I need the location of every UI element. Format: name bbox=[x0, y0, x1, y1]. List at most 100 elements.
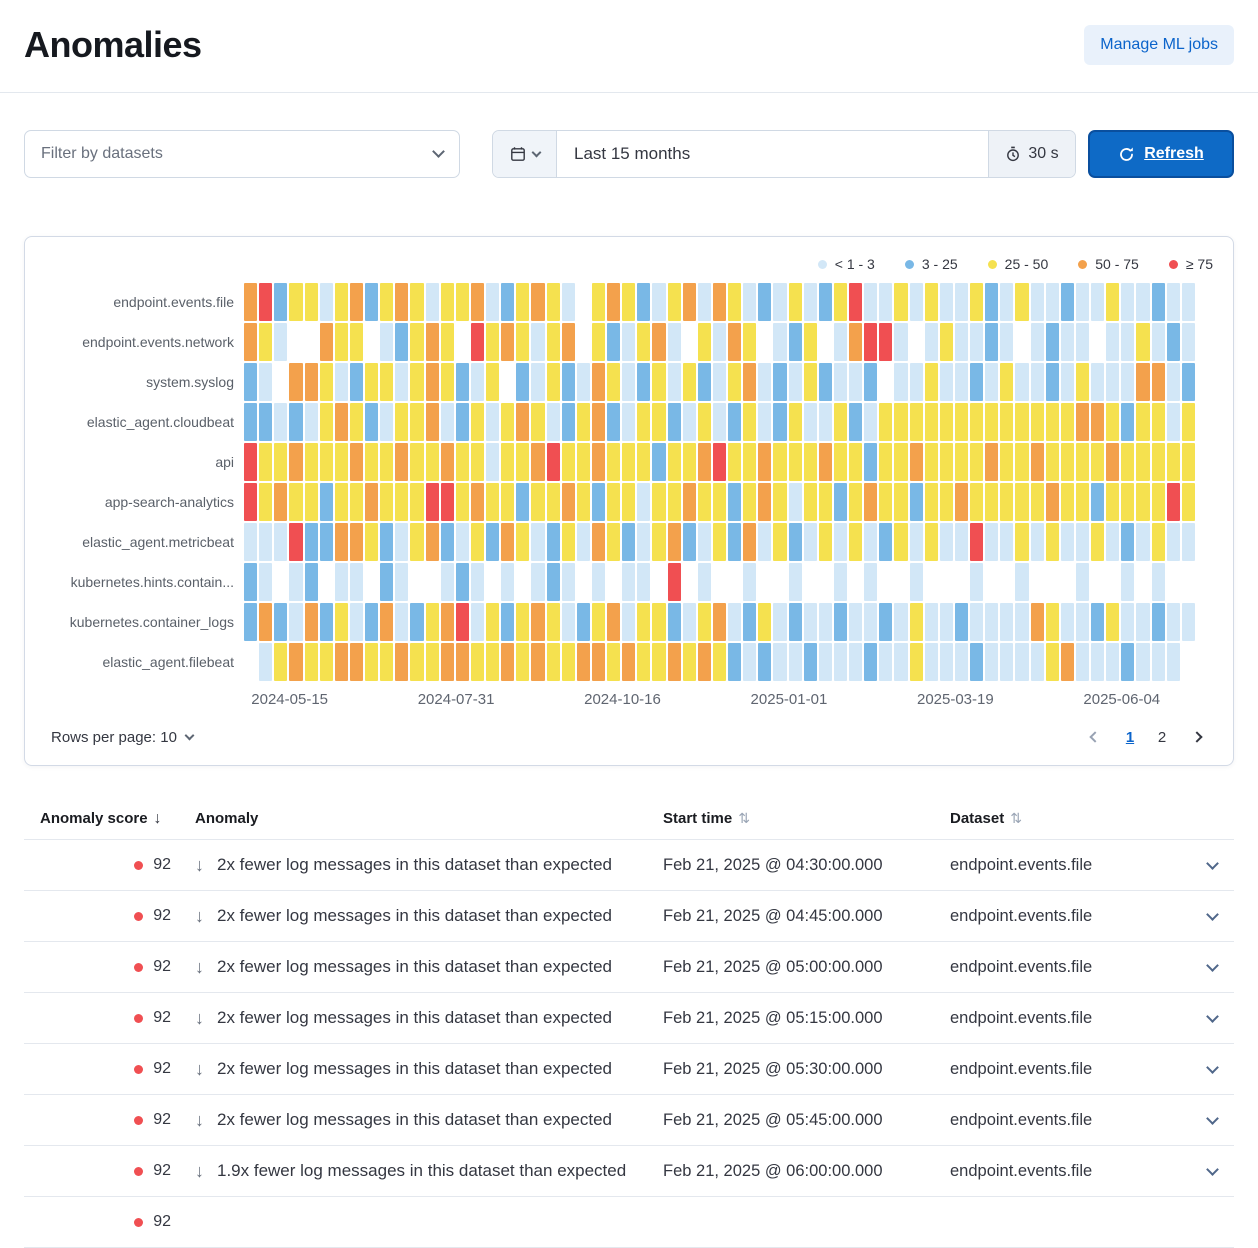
heatmap-cell[interactable] bbox=[773, 523, 787, 561]
heatmap-cell[interactable] bbox=[289, 643, 303, 681]
heatmap-cell[interactable] bbox=[486, 363, 500, 401]
heatmap-cell[interactable] bbox=[1106, 323, 1120, 361]
heatmap-cell[interactable] bbox=[712, 523, 727, 561]
heatmap-cell[interactable] bbox=[531, 443, 545, 481]
heatmap-cell[interactable] bbox=[954, 523, 969, 561]
heatmap-cell[interactable] bbox=[728, 323, 742, 361]
heatmap-cell[interactable] bbox=[833, 643, 848, 681]
heatmap-cell[interactable] bbox=[712, 643, 727, 681]
heatmap-cell[interactable] bbox=[395, 563, 409, 601]
heatmap-cell[interactable] bbox=[970, 283, 984, 321]
heatmap-cell[interactable] bbox=[849, 643, 863, 681]
heatmap-cell[interactable] bbox=[849, 363, 863, 401]
heatmap-cell[interactable] bbox=[470, 563, 485, 601]
heatmap-cell[interactable] bbox=[849, 403, 863, 441]
heatmap-cell[interactable] bbox=[712, 363, 727, 401]
heatmap-cell[interactable] bbox=[1121, 323, 1135, 361]
heatmap-cell[interactable] bbox=[879, 403, 893, 441]
heatmap-cell[interactable] bbox=[244, 283, 258, 321]
heatmap-cell[interactable] bbox=[803, 323, 817, 361]
heatmap-cell[interactable] bbox=[864, 443, 878, 481]
heatmap-cell[interactable] bbox=[1075, 283, 1090, 321]
heatmap-cell[interactable] bbox=[1106, 483, 1120, 521]
heatmap-cell[interactable] bbox=[924, 603, 938, 641]
heatmap-cell[interactable] bbox=[395, 483, 409, 521]
heatmap-cell[interactable] bbox=[728, 363, 742, 401]
heatmap-cell[interactable] bbox=[788, 523, 802, 561]
heatmap-cell[interactable] bbox=[501, 283, 515, 321]
heatmap-cell[interactable] bbox=[365, 643, 379, 681]
heatmap-cell[interactable] bbox=[365, 403, 379, 441]
heatmap-cell[interactable] bbox=[970, 483, 984, 521]
heatmap-cell[interactable] bbox=[576, 643, 590, 681]
heatmap-cell[interactable] bbox=[1075, 563, 1090, 601]
heatmap-cell[interactable] bbox=[274, 523, 288, 561]
heatmap-cell[interactable] bbox=[985, 643, 999, 681]
heatmap-cell[interactable] bbox=[818, 403, 832, 441]
heatmap-cell[interactable] bbox=[1000, 403, 1014, 441]
heatmap-cell[interactable] bbox=[274, 643, 288, 681]
heatmap-cell[interactable] bbox=[637, 483, 651, 521]
legend-item[interactable]: 25 - 50 bbox=[987, 256, 1048, 272]
heatmap-cell[interactable] bbox=[803, 483, 817, 521]
next-page-button[interactable] bbox=[1183, 723, 1211, 751]
heatmap-cell[interactable] bbox=[954, 643, 969, 681]
heatmap-cell[interactable] bbox=[591, 483, 606, 521]
heatmap-cell[interactable] bbox=[697, 283, 711, 321]
heatmap-cell[interactable] bbox=[349, 483, 364, 521]
heatmap-cell[interactable] bbox=[894, 283, 908, 321]
heatmap-cell[interactable] bbox=[516, 523, 530, 561]
heatmap-cell[interactable] bbox=[1166, 643, 1180, 681]
heatmap-cell[interactable] bbox=[1151, 643, 1165, 681]
heatmap-cell[interactable] bbox=[864, 283, 878, 321]
heatmap-cell[interactable] bbox=[380, 523, 394, 561]
heatmap-cell[interactable] bbox=[591, 523, 606, 561]
page-number-button[interactable]: 1 bbox=[1117, 724, 1143, 751]
heatmap-cell[interactable] bbox=[1121, 643, 1135, 681]
heatmap-cell[interactable] bbox=[561, 523, 575, 561]
heatmap-cell[interactable] bbox=[289, 403, 303, 441]
heatmap-cell[interactable] bbox=[244, 563, 258, 601]
heatmap-cell[interactable] bbox=[909, 483, 923, 521]
heatmap-cell[interactable] bbox=[1181, 403, 1195, 441]
heatmap-cell[interactable] bbox=[1030, 403, 1044, 441]
heatmap-cell[interactable] bbox=[1121, 403, 1135, 441]
heatmap-cell[interactable] bbox=[501, 603, 515, 641]
column-header-start-time[interactable]: Start time ⇅ bbox=[663, 810, 950, 827]
heatmap-cell[interactable] bbox=[516, 363, 530, 401]
heatmap-cell[interactable] bbox=[652, 603, 666, 641]
heatmap-cell[interactable] bbox=[486, 523, 500, 561]
heatmap-cell[interactable] bbox=[1121, 283, 1135, 321]
heatmap-cell[interactable] bbox=[531, 363, 545, 401]
heatmap-cell[interactable] bbox=[531, 323, 545, 361]
heatmap-cell[interactable] bbox=[712, 483, 727, 521]
heatmap-cell[interactable] bbox=[622, 323, 636, 361]
heatmap-cell[interactable] bbox=[244, 363, 258, 401]
heatmap-cell[interactable] bbox=[380, 363, 394, 401]
heatmap-cell[interactable] bbox=[939, 483, 953, 521]
heatmap-cell[interactable] bbox=[319, 523, 333, 561]
heatmap-cell[interactable] bbox=[349, 283, 364, 321]
heatmap-cell[interactable] bbox=[516, 403, 530, 441]
heatmap-cell[interactable] bbox=[334, 483, 348, 521]
heatmap-cell[interactable] bbox=[334, 563, 348, 601]
heatmap-cell[interactable] bbox=[985, 443, 999, 481]
heatmap-cell[interactable] bbox=[712, 283, 727, 321]
chevron-down-icon[interactable] bbox=[1205, 1111, 1219, 1125]
refresh-interval-button[interactable]: 30 s bbox=[988, 131, 1075, 177]
heatmap-cell[interactable] bbox=[470, 323, 485, 361]
heatmap-cell[interactable] bbox=[501, 323, 515, 361]
heatmap-cell[interactable] bbox=[894, 603, 908, 641]
heatmap-cell[interactable] bbox=[1015, 523, 1029, 561]
legend-item[interactable]: < 1 - 3 bbox=[817, 256, 875, 272]
heatmap-cell[interactable] bbox=[591, 563, 606, 601]
heatmap-cell[interactable] bbox=[622, 603, 636, 641]
heatmap-cell[interactable] bbox=[425, 643, 439, 681]
heatmap-cell[interactable] bbox=[1166, 283, 1180, 321]
heatmap-cell[interactable] bbox=[954, 363, 969, 401]
heatmap-cell[interactable] bbox=[607, 523, 621, 561]
heatmap-cell[interactable] bbox=[259, 443, 273, 481]
heatmap-cell[interactable] bbox=[576, 483, 590, 521]
heatmap-cell[interactable] bbox=[1166, 363, 1180, 401]
heatmap-cell[interactable] bbox=[788, 443, 802, 481]
